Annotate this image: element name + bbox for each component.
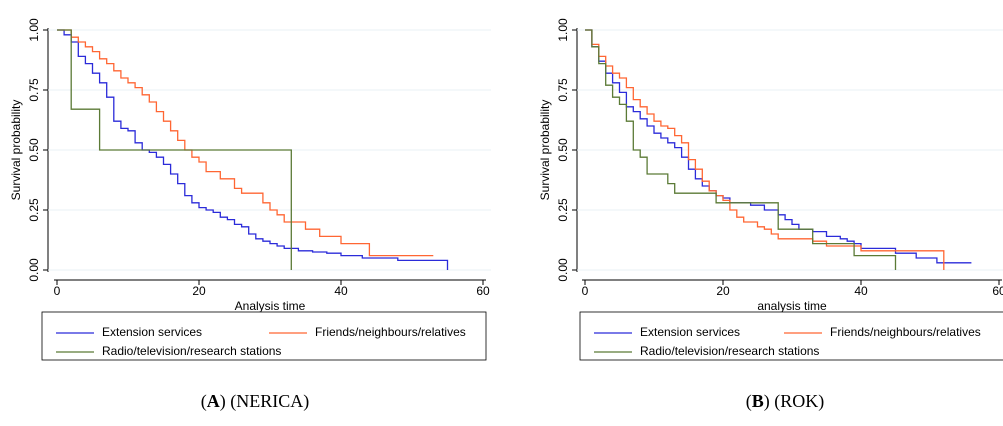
caption: (A) (NERICA) — [201, 391, 309, 412]
survival-curve — [57, 29, 292, 270]
legend-label: Friends/neighbours/relatives — [830, 325, 981, 339]
caption-part: ( — [201, 391, 207, 412]
x-tick-label: 20 — [192, 284, 206, 298]
legend-box — [41, 311, 487, 361]
y-tick-label: 1.00 — [27, 18, 41, 42]
survival-curve — [57, 29, 449, 270]
caption-part: ) (ROK) — [764, 391, 825, 412]
legend-label: Radio/television/research stations — [102, 344, 281, 358]
survival-curve — [585, 29, 897, 270]
x-tick-label: 20 — [716, 284, 730, 298]
y-tick-label: 0.25 — [27, 198, 41, 222]
y-axis-title: Survival probability — [9, 100, 23, 201]
y-tick-label: 0.25 — [556, 198, 570, 222]
x-tick-label: 0 — [582, 284, 589, 298]
y-tick-label: 0.50 — [27, 138, 41, 162]
panel: 0.00 0.25 0.50 0.75 1.00 Survival probability… — [538, 18, 1003, 412]
caption: (B) (ROK) — [746, 391, 825, 412]
survival-curve — [57, 29, 434, 257]
y-tick-label: 1.00 — [556, 18, 570, 42]
x-tick-label: 60 — [992, 284, 1003, 298]
legend-label: Extension services — [640, 325, 740, 339]
y-tick-label: 0.00 — [27, 258, 41, 282]
caption-part: B — [752, 391, 764, 411]
legend-label: Radio/television/research stations — [640, 344, 819, 358]
panel: 0.00 0.25 0.50 0.75 1.00 Survival probability… — [9, 18, 491, 412]
y-axis-title: Survival probability — [538, 100, 552, 201]
y-tick-label: 0.75 — [556, 78, 570, 102]
legend-label: Friends/neighbours/relatives — [315, 325, 466, 339]
y-tick-label: 0.75 — [27, 78, 41, 102]
legend-box — [579, 311, 1003, 361]
x-axis-title: analysis time — [757, 299, 827, 313]
legend-label: Extension services — [102, 325, 202, 339]
y-tick-label: 0.50 — [556, 138, 570, 162]
y-tick-label: 0.00 — [556, 258, 570, 282]
survival-curve — [585, 29, 945, 270]
caption-part: ) (NERICA) — [220, 391, 309, 412]
caption-part: ( — [746, 391, 752, 412]
x-axis-title: Analysis time — [235, 299, 306, 313]
x-tick-label: 40 — [854, 284, 868, 298]
x-tick-label: 40 — [334, 284, 348, 298]
x-tick-label: 60 — [476, 284, 490, 298]
x-tick-label: 0 — [54, 284, 61, 298]
caption-part: A — [207, 391, 220, 411]
